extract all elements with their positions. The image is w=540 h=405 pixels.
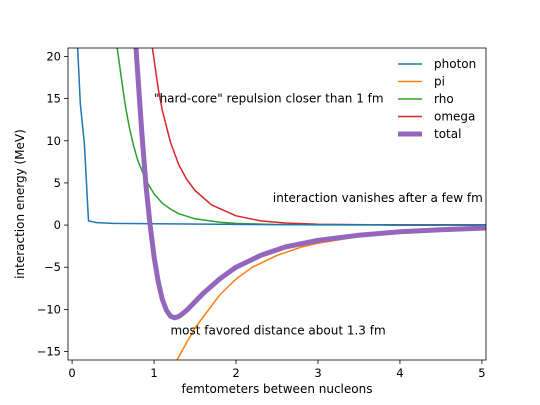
legend-label-rho: rho (434, 92, 454, 106)
series-line-photon (76, 48, 486, 226)
series-line-total (133, 48, 486, 321)
legend-label-pi: pi (434, 75, 445, 89)
y-axis-label: interaction energy (MeV) (13, 129, 27, 279)
legend-label-photon: photon (434, 57, 476, 71)
legend-label-omega: omega (434, 110, 475, 124)
y-tick-label: −10 (37, 302, 61, 316)
annotation: interaction vanishes after a few fm (273, 191, 483, 205)
y-tick-label: 10 (46, 134, 61, 148)
y-tick-label: 5 (54, 176, 61, 190)
series-line-omega (151, 48, 486, 226)
annotation: most favored distance about 1.3 fm (170, 323, 385, 337)
x-tick-label: 3 (314, 366, 321, 380)
x-axis-label: femtometers between nucleons (182, 382, 373, 396)
plot-frame (67, 47, 487, 361)
x-tick-label: 4 (396, 366, 403, 380)
x-tick-label: 1 (150, 366, 157, 380)
y-tick-label: 0 (54, 218, 61, 232)
y-tick-label: −15 (37, 345, 61, 359)
x-tick-label: 0 (68, 366, 75, 380)
y-tick-label: −5 (44, 260, 61, 274)
legend-label-total: total (434, 127, 461, 141)
y-tick-label: 20 (46, 49, 61, 63)
y-tick-label: 15 (46, 92, 61, 106)
series-line-pi (176, 227, 486, 360)
legend: photon pi rho omega total (398, 57, 476, 141)
x-tick-label: 2 (232, 366, 239, 380)
x-tick-label: 5 (478, 366, 485, 380)
annotation: "hard-core" repulsion closer than 1 fm (154, 92, 384, 106)
